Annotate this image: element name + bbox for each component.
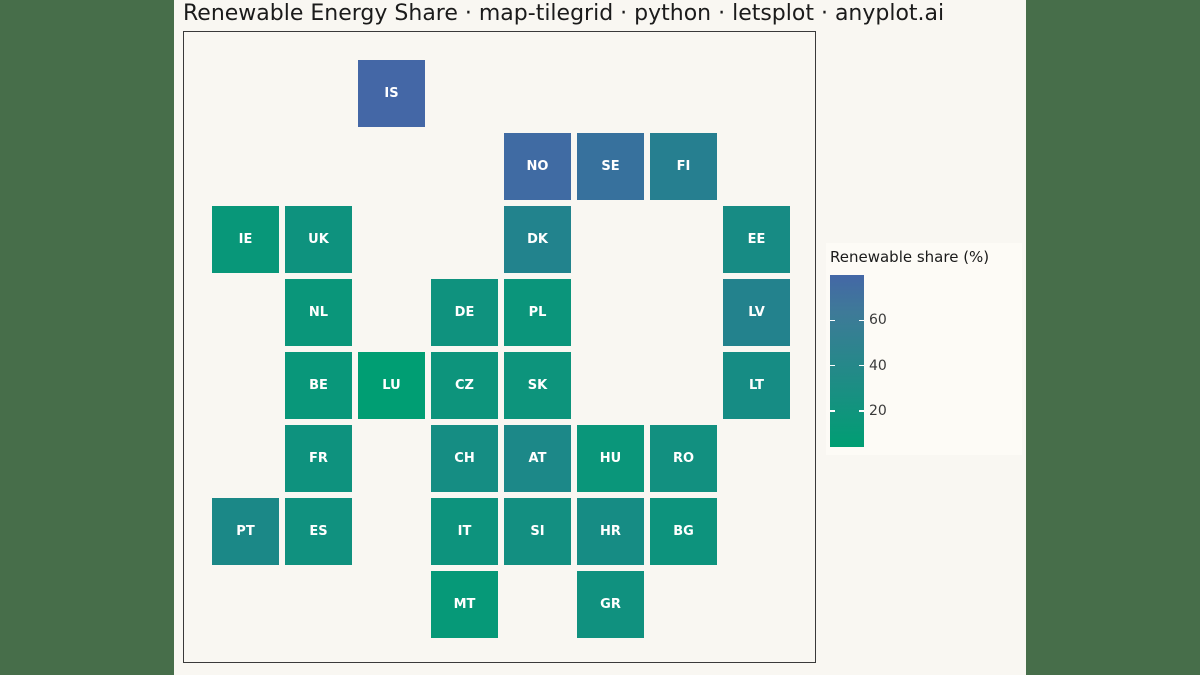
tile-label: DK (527, 232, 548, 247)
tile-pl: PL (504, 279, 571, 346)
tile-label: SK (527, 378, 548, 393)
tile-label: RO (672, 451, 695, 466)
tile-label: NO (526, 159, 549, 174)
tile-lv: LV (723, 279, 790, 346)
tile-fi: FI (650, 133, 717, 200)
tile-it: IT (431, 498, 498, 565)
tile-label: CH (454, 451, 475, 466)
tile-label: IT (457, 524, 472, 539)
colorbar-tick-label: 60 (869, 312, 887, 329)
colorbar-tick-right (859, 319, 864, 321)
tile-is: IS (358, 60, 425, 127)
tile-label: HR (600, 524, 621, 539)
tile-ro: RO (650, 425, 717, 492)
tile-label: LU (382, 378, 401, 393)
tile-hr: HR (577, 498, 644, 565)
tile-si: SI (504, 498, 571, 565)
tile-label: PL (528, 305, 547, 320)
colorbar-tick-left (830, 364, 835, 367)
tile-label: NL (308, 305, 329, 320)
tile-label: AT (528, 451, 547, 466)
tile-label: SE (601, 159, 620, 174)
tile-label: LV (748, 305, 765, 320)
tile-label: BG (673, 524, 694, 539)
tile-se: SE (577, 133, 644, 200)
tile-label: CZ (455, 378, 474, 393)
tile-label: ES (309, 524, 328, 539)
tile-fr: FR (285, 425, 352, 492)
colorbar-tick-right (859, 364, 864, 367)
tile-lt: LT (723, 352, 790, 419)
tile-es: ES (285, 498, 352, 565)
tile-be: BE (285, 352, 352, 419)
colorbar-tick-label: 40 (869, 357, 887, 374)
tile-gr: GR (577, 571, 644, 638)
colorbar-tick-right (859, 410, 864, 412)
tile-label: GR (600, 597, 621, 612)
tile-label: FR (309, 451, 328, 466)
tile-label: LT (749, 378, 764, 393)
tile-label: MT (453, 597, 476, 612)
tile-label: DE (454, 305, 475, 320)
tile-mt: MT (431, 571, 498, 638)
tile-uk: UK (285, 206, 352, 273)
tile-dk: DK (504, 206, 571, 273)
tile-de: DE (431, 279, 498, 346)
tile-label: IE (238, 232, 253, 247)
tile-label: BE (309, 378, 328, 393)
tile-ee: EE (723, 206, 790, 273)
tile-ie: IE (212, 206, 279, 273)
tile-label: FI (676, 159, 691, 174)
tile-hu: HU (577, 425, 644, 492)
tile-label: UK (308, 232, 329, 247)
tile-label: EE (747, 232, 766, 247)
chart-canvas: Renewable Energy Share · map-tilegrid · … (174, 0, 1026, 675)
chart-title: Renewable Energy Share · map-tilegrid · … (183, 1, 945, 26)
colorbar (830, 275, 864, 447)
tile-label: HU (599, 451, 622, 466)
tile-at: AT (504, 425, 571, 492)
legend-title: Renewable share (%) (830, 248, 990, 266)
legend: Renewable share (%) 20 40 60 (826, 243, 1022, 455)
tile-sk: SK (504, 352, 571, 419)
tile-label: IS (384, 86, 399, 101)
tile-cz: CZ (431, 352, 498, 419)
tile-pt: PT (212, 498, 279, 565)
tile-no: NO (504, 133, 571, 200)
colorbar-tick-left (830, 319, 835, 321)
tile-label: PT (236, 524, 255, 539)
tile-bg: BG (650, 498, 717, 565)
tile-grid-panel: IS NO SE FI IE UK DK EE NL DE PL LV BE LU CZ SK LT FR CH AT… (183, 31, 816, 663)
tile-label: SI (530, 524, 545, 539)
tile-ch: CH (431, 425, 498, 492)
tile-lu: LU (358, 352, 425, 419)
colorbar-tick-label: 20 (869, 402, 887, 419)
colorbar-tick-left (830, 410, 835, 412)
tile-nl: NL (285, 279, 352, 346)
